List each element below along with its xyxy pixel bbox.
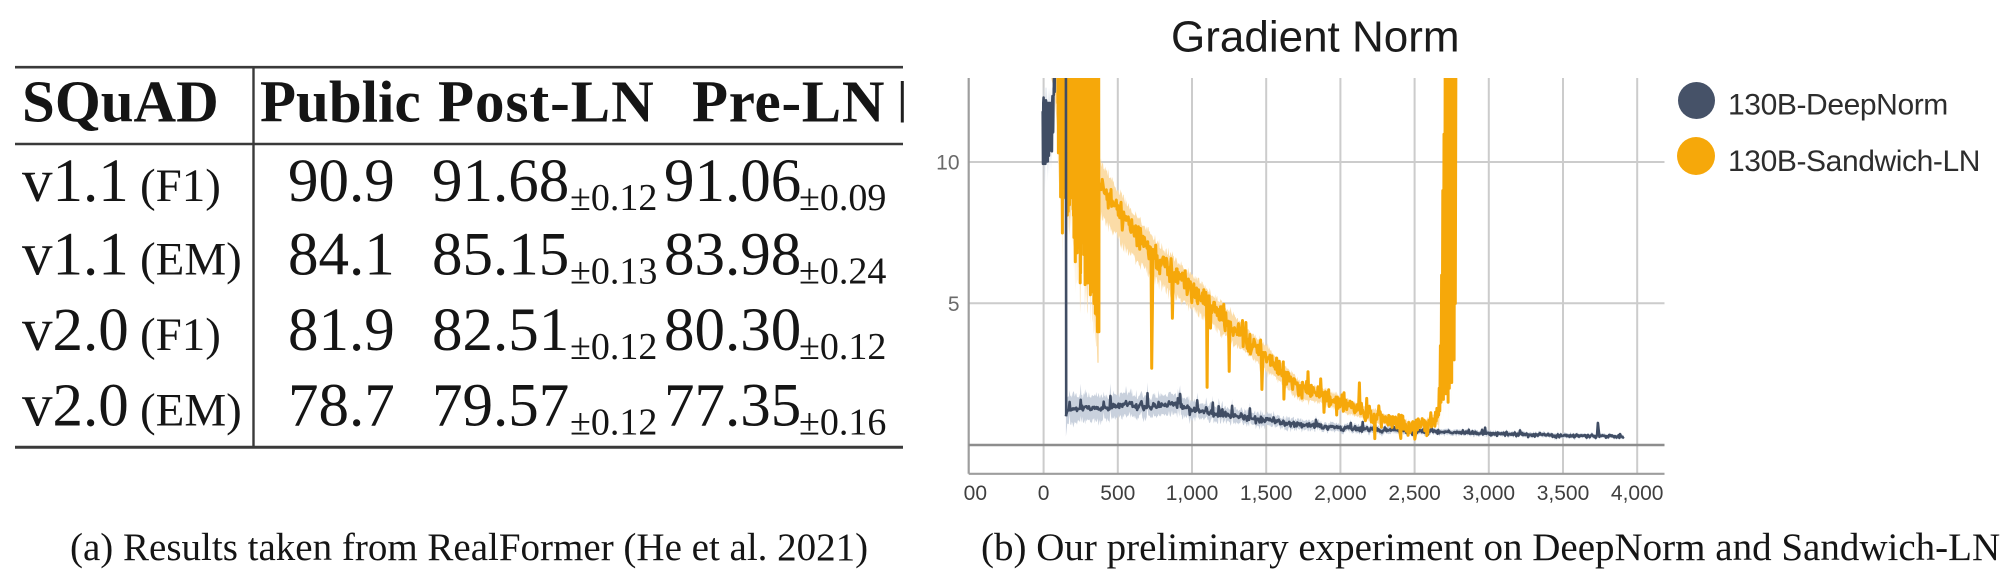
svg-text:5: 5 — [948, 293, 960, 316]
svg-text:500: 500 — [1100, 482, 1135, 505]
svg-text:(a) Results taken from RealFor: (a) Results taken from RealFormer (He et… — [70, 526, 868, 569]
svg-text:2,500: 2,500 — [1388, 482, 1441, 505]
svg-text:±0.24: ±0.24 — [799, 251, 886, 293]
svg-text:3,000: 3,000 — [1463, 482, 1516, 505]
svg-text:130B-Sandwich-LN: 130B-Sandwich-LN — [1728, 145, 1980, 178]
svg-text:1,500: 1,500 — [1240, 482, 1293, 505]
svg-text:±0.16: ±0.16 — [799, 402, 886, 444]
svg-text:91.68: 91.68 — [432, 148, 569, 215]
svg-text:±0.13: ±0.13 — [570, 251, 657, 293]
svg-text:v2.0: v2.0 — [22, 373, 129, 440]
svg-text:90.9: 90.9 — [288, 148, 395, 215]
svg-text:Post-LN: Post-LN — [438, 69, 655, 135]
svg-text:84.1: 84.1 — [288, 222, 395, 289]
svg-text:±0.12: ±0.12 — [799, 326, 886, 368]
svg-text:SQuAD: SQuAD — [22, 69, 219, 135]
svg-text:130B-DeepNorm: 130B-DeepNorm — [1728, 89, 1948, 122]
svg-text:80.30: 80.30 — [664, 297, 801, 364]
svg-text:3,500: 3,500 — [1537, 482, 1590, 505]
svg-text:±0.12: ±0.12 — [570, 402, 657, 444]
svg-text:±0.09: ±0.09 — [799, 177, 886, 219]
svg-text:Gradient Norm: Gradient Norm — [1171, 13, 1460, 62]
svg-text:(F1): (F1) — [140, 160, 221, 212]
svg-text:Pre-LN: Pre-LN — [692, 69, 885, 135]
svg-text:82.51: 82.51 — [432, 297, 569, 364]
svg-text:79.57: 79.57 — [432, 373, 569, 440]
svg-text:77.35: 77.35 — [664, 373, 801, 440]
svg-text:91.06: 91.06 — [664, 148, 801, 215]
svg-text:83.98: 83.98 — [664, 222, 801, 289]
svg-text:(EM): (EM) — [140, 234, 242, 286]
svg-text:1,000: 1,000 — [1166, 482, 1219, 505]
svg-text:Public: Public — [260, 69, 421, 135]
svg-text:81.9: 81.9 — [288, 297, 395, 364]
svg-text:10: 10 — [936, 152, 959, 175]
svg-text:v2.0: v2.0 — [22, 297, 129, 364]
svg-text:(F1): (F1) — [140, 309, 221, 361]
svg-text:±0.12: ±0.12 — [570, 326, 657, 368]
svg-text:(b) Our preliminary experiment: (b) Our preliminary experiment on DeepNo… — [981, 526, 2000, 569]
svg-text:00: 00 — [964, 482, 987, 505]
svg-text:2,000: 2,000 — [1314, 482, 1367, 505]
svg-text:78.7: 78.7 — [288, 373, 395, 440]
svg-text:v1.1: v1.1 — [22, 222, 129, 289]
svg-text:4,000: 4,000 — [1611, 482, 1664, 505]
svg-text:v1.1: v1.1 — [22, 148, 129, 215]
svg-text:85.15: 85.15 — [432, 222, 569, 289]
svg-text:(EM): (EM) — [140, 385, 242, 437]
svg-text:0: 0 — [1038, 482, 1050, 505]
svg-text:±0.12: ±0.12 — [570, 177, 657, 219]
